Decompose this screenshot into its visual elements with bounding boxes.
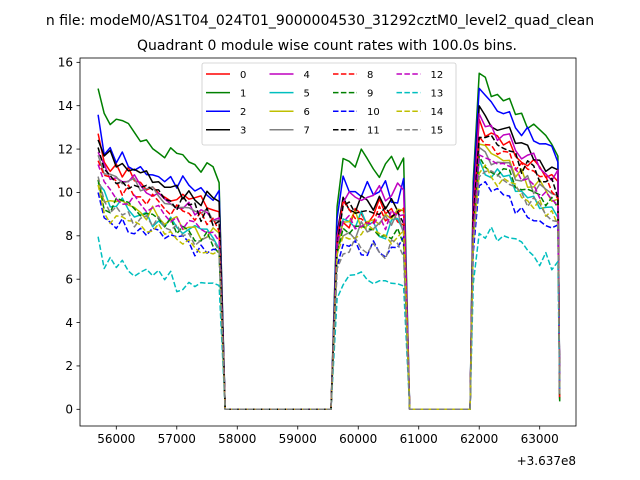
series-line-10 [97,181,561,411]
series-line-8 [97,135,561,411]
y-tick-label-12: 12 [58,142,73,156]
legend-label-6: 6 [304,107,310,118]
series-line-9 [97,155,561,411]
legend-label-14: 14 [431,107,444,118]
series-line-12 [97,154,561,411]
axes: 56000 57000 58000 59000 60000 61000 62000 63000… [58,56,577,468]
y-tick-label-6: 6 [65,272,73,286]
series-line-4 [97,113,561,411]
legend-label-13: 13 [431,88,444,99]
series-line-13 [97,226,561,411]
legend-label-7: 7 [304,126,310,137]
series-line-11 [97,134,561,411]
legend-label-3: 3 [240,126,246,137]
chart-title: Quadrant 0 module wise count rates with … [137,38,517,54]
legend-label-8: 8 [367,70,373,81]
x-tick-label-63000: 63000 [521,432,559,446]
legend-box [201,62,457,146]
legend-label-5: 5 [304,88,310,99]
y-tick-label-10: 10 [58,186,73,200]
y-tick-label-0: 0 [65,403,73,417]
legend-label-4: 4 [304,70,310,81]
x-tick-label-58000: 58000 [218,432,256,446]
legend-label-10: 10 [367,107,380,118]
series-line-15 [97,170,561,411]
x-tick-label-59000: 59000 [279,432,317,446]
axes-frame [79,57,577,427]
y-tick-label-4: 4 [65,316,73,330]
legend-label-11: 11 [367,126,380,137]
legend-label-2: 2 [240,107,246,118]
x-tick-label-60000: 60000 [339,432,377,446]
legend-label-0: 0 [240,70,246,81]
x-tick-label-61000: 61000 [400,432,438,446]
legend-label-9: 9 [367,88,373,99]
y-tick-label-14: 14 [58,99,73,113]
x-tick-label-62000: 62000 [460,432,498,446]
y-tick-label-16: 16 [58,56,73,70]
figure-suptitle: n file: modeM0/AS1T04_024T01_9000004530_… [46,13,594,29]
series-line-6 [97,143,561,411]
y-tick-label-2: 2 [65,359,73,373]
x-offset-label: +3.637e8 [517,454,576,468]
x-tick-label-56000: 56000 [97,432,135,446]
y-tick-label-8: 8 [65,229,73,243]
x-tick-label-57000: 57000 [158,432,196,446]
legend-label-1: 1 [240,88,246,99]
plot-area [97,72,561,411]
series-line-2 [97,87,561,411]
legend-label-12: 12 [431,70,444,81]
series-line-1 [97,72,561,411]
legend-label-15: 15 [431,126,444,137]
